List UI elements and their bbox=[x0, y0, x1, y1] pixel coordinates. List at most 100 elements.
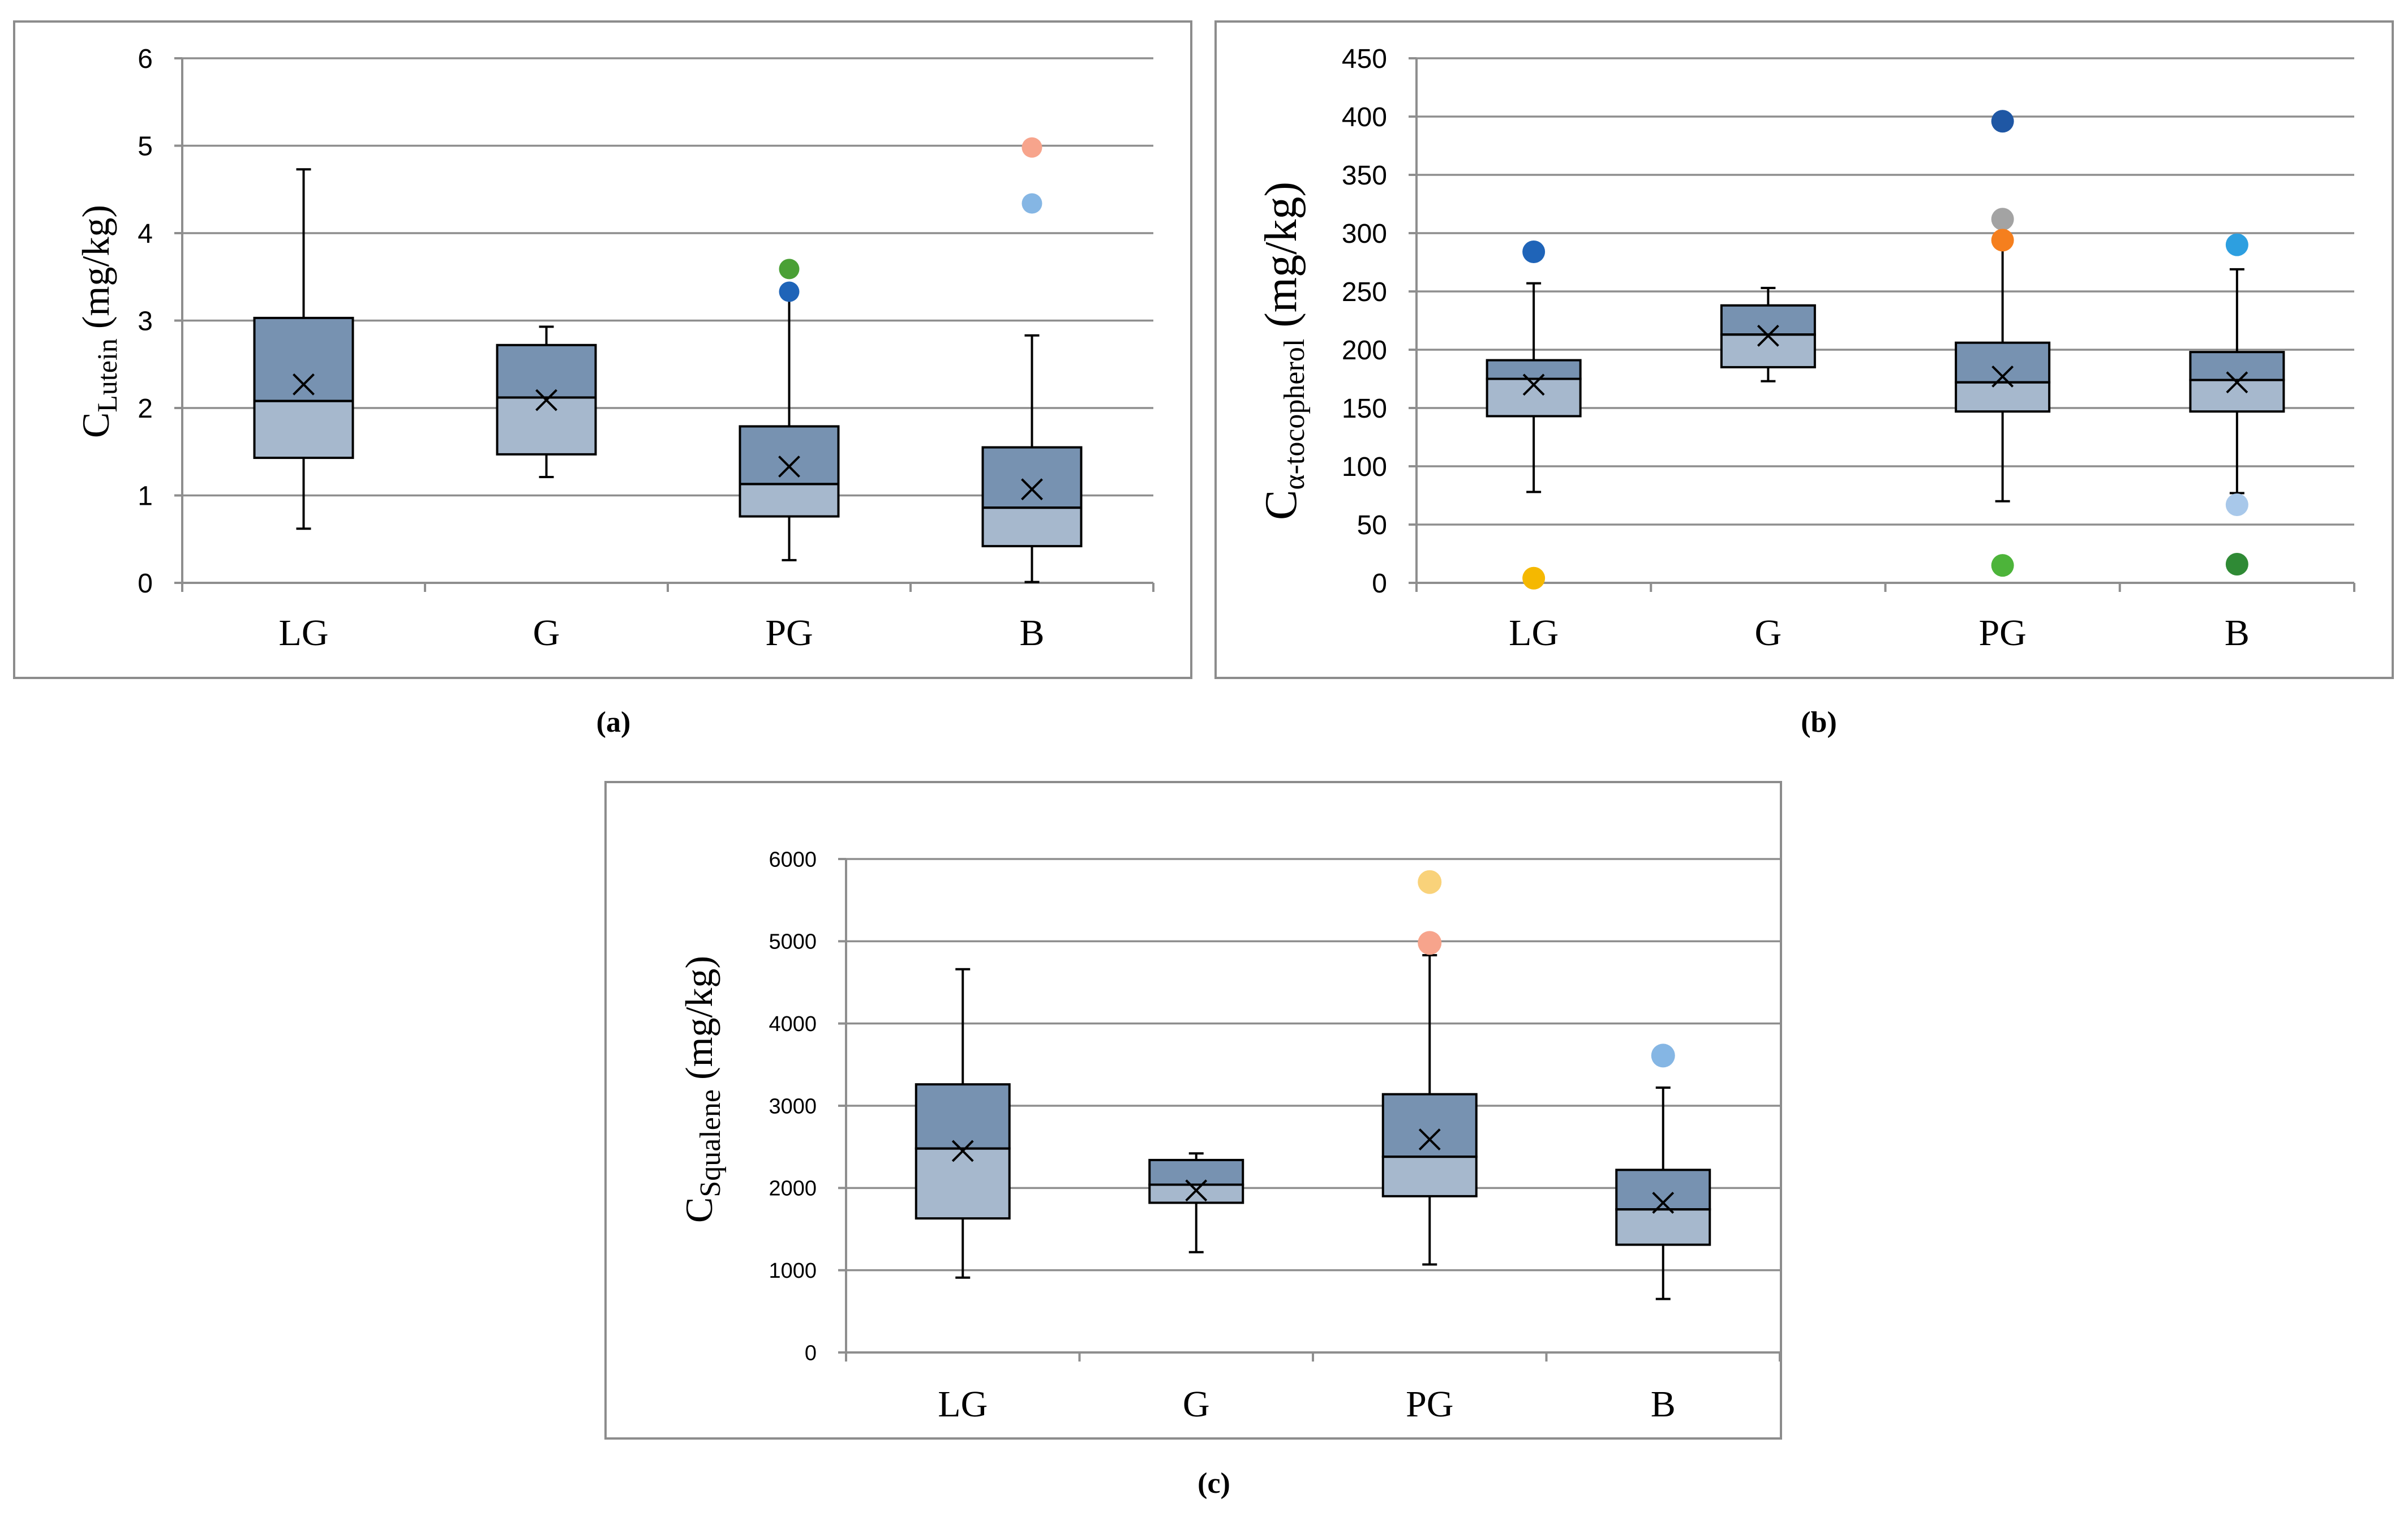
panel-c-boxes bbox=[915, 954, 1711, 1300]
panel-a-ylabel-main: C bbox=[74, 413, 117, 438]
panel-c-ylabel-unit: (mg/kg) bbox=[677, 956, 720, 1089]
panel-b-outlier-b bbox=[2225, 233, 2248, 256]
panel-c-y-axis-title: CSqualene (mg/kg) bbox=[677, 956, 727, 1223]
panel-a-y-tick-label: 2 bbox=[138, 394, 153, 424]
panel-a-frame bbox=[13, 20, 1192, 679]
panel-a: 0 1 2 3 4 5 6 LG G PG B CLutein (mg/kg) (a) bbox=[13, 20, 1192, 738]
panel-c-mean-marker-pg bbox=[1418, 1128, 1441, 1151]
panel-a-y-tick-label: 6 bbox=[138, 44, 153, 74]
panel-b-box-g bbox=[1720, 286, 1816, 383]
panel-c-outlier-pg bbox=[1418, 931, 1442, 955]
panel-c-caption: (c) bbox=[1197, 1467, 1230, 1500]
panel-b-outlier-pg bbox=[1991, 554, 2014, 577]
panel-c-lower-box-b bbox=[1615, 1208, 1711, 1246]
panel-b: 0 50 100 150 200 250 300 350 400 450 LG G PG B Cα-toc… bbox=[1214, 20, 2394, 738]
panel-b-y-tick-label: 50 bbox=[1357, 510, 1387, 540]
panel-b-mean-stroke bbox=[1522, 373, 1545, 396]
panel-b-outlier-lg bbox=[1522, 566, 1546, 590]
panel-c-lower-box-g bbox=[1148, 1183, 1244, 1204]
panel-c-box-lg bbox=[915, 968, 1011, 1279]
panel-b-boxes bbox=[1486, 241, 2285, 503]
panel-a-y-tick-label: 3 bbox=[138, 306, 153, 336]
panel-a-y-tick-label: 5 bbox=[138, 131, 153, 161]
panel-a-outliers bbox=[779, 137, 1042, 302]
panel-a-y-axis-title: CLutein (mg/kg) bbox=[74, 205, 123, 438]
panel-a-mean-marker-lg bbox=[293, 373, 315, 396]
panel-b-lower-box-pg bbox=[1955, 381, 2051, 413]
panel-b-box-pg bbox=[1955, 241, 2051, 503]
panel-c-upper-box-g bbox=[1148, 1158, 1244, 1186]
panel-c-x-category-label-g: G bbox=[1183, 1384, 1210, 1425]
panel-c-box-b bbox=[1615, 1086, 1711, 1300]
panel-b-upper-box-g bbox=[1720, 304, 1816, 336]
panel-b-outlier-pg bbox=[1991, 229, 2014, 252]
panel-a-mean-marker-b bbox=[1021, 478, 1043, 501]
panel-c-y-tick-label: 0 bbox=[805, 1341, 817, 1365]
panel-a-mean-stroke bbox=[293, 373, 315, 396]
panel-c-mean-stroke bbox=[1418, 1128, 1441, 1151]
panel-a-axes: 0 1 2 3 4 5 6 LG G PG B bbox=[138, 44, 1154, 654]
panel-a-y-tick-label: 1 bbox=[138, 481, 153, 511]
panel-a-outlier-pg bbox=[779, 259, 800, 280]
panel-a-box-g bbox=[496, 325, 597, 479]
panel-a-plot: 0 1 2 3 4 5 6 LG G PG B bbox=[138, 44, 1154, 654]
panel-a-upper-box-g bbox=[496, 343, 597, 399]
panel-b-outlier-b bbox=[2225, 553, 2248, 576]
panel-b-x-category-label-g: G bbox=[1755, 612, 1782, 654]
panel-c-lower-box-pg bbox=[1381, 1156, 1478, 1197]
panel-a-outlier-b bbox=[1021, 193, 1042, 214]
panel-b-upper-box-lg bbox=[1486, 359, 1582, 380]
panel-b-mean-marker-b bbox=[2226, 371, 2248, 394]
panel-c-plot: 0 1000 2000 3000 4000 5000 6000 LG G PG B bbox=[769, 848, 1781, 1425]
panel-b-x-category-label-pg: PG bbox=[1978, 612, 2026, 654]
panel-b-lower-box-g bbox=[1720, 333, 1816, 368]
panel-c-lower-box-lg bbox=[915, 1147, 1011, 1220]
panel-b-mean-stroke bbox=[1991, 365, 2014, 388]
panel-b-y-tick-label: 350 bbox=[1342, 161, 1387, 191]
panel-b-plot: 0 50 100 150 200 250 300 350 400 450 LG G PG B bbox=[1342, 44, 2355, 654]
panel-c-ylabel-sub: Squalene bbox=[694, 1089, 727, 1197]
panel-a-mean-stroke bbox=[535, 389, 557, 411]
panel-c-mean-marker-g bbox=[1185, 1179, 1208, 1202]
panel-c-outlier-pg bbox=[1418, 870, 1442, 894]
panel-a-x-category-label-pg: PG bbox=[765, 612, 813, 654]
panel-b-outlier-lg bbox=[1522, 240, 1546, 263]
panel-b-mean-marker-g bbox=[1757, 324, 1779, 347]
panel-b-axes: 0 50 100 150 200 250 300 350 400 450 LG G PG B bbox=[1342, 44, 2355, 654]
panel-a-lower-box-pg bbox=[739, 483, 840, 518]
panel-a-ylabel-unit: (mg/kg) bbox=[74, 205, 117, 338]
panel-b-x-category-label-lg: LG bbox=[1509, 612, 1559, 654]
panel-a-box-b bbox=[981, 334, 1083, 583]
panel-a-upper-box-lg bbox=[253, 316, 354, 402]
panel-a-lower-box-lg bbox=[253, 400, 354, 459]
panel-b-y-tick-label: 300 bbox=[1342, 219, 1387, 249]
panel-a-y-tick-label: 0 bbox=[138, 569, 153, 599]
panel-a-x-category-label-lg: LG bbox=[279, 612, 329, 654]
panel-c-frame bbox=[604, 781, 1782, 1440]
panel-b-y-tick-label: 0 bbox=[1372, 569, 1387, 599]
panel-b-ylabel-unit: (mg/kg) bbox=[1256, 182, 1306, 339]
panel-b-outlier-pg bbox=[1991, 110, 2014, 133]
panel-c-mean-marker-lg bbox=[951, 1140, 974, 1162]
panel-b-outliers bbox=[1522, 110, 2248, 590]
panel-c-ylabel-main: C bbox=[677, 1197, 720, 1223]
panel-a-box-pg bbox=[739, 290, 840, 561]
panel-b-outlier-b bbox=[2225, 493, 2248, 516]
panel-b-box-b bbox=[2189, 268, 2285, 495]
panel-b-y-axis-title: Cα-tocopherol (mg/kg) bbox=[1256, 182, 1311, 520]
panel-c-axes: 0 1000 2000 3000 4000 5000 6000 LG G PG B bbox=[769, 848, 1781, 1425]
panel-c-x-category-label-pg: PG bbox=[1406, 1384, 1453, 1425]
panel-b-y-tick-label: 400 bbox=[1342, 102, 1387, 132]
panel-a-mean-marker-pg bbox=[778, 456, 800, 478]
panel-b-ylabel-main: C bbox=[1256, 490, 1306, 520]
panel-a-box-lg bbox=[253, 168, 354, 530]
panel-a-upper-box-pg bbox=[739, 425, 840, 486]
panel-c-mean-marker-b bbox=[1652, 1192, 1675, 1214]
panel-b-mean-marker-pg bbox=[1991, 365, 2014, 388]
panel-c-mean-stroke bbox=[1185, 1179, 1208, 1202]
panel-a-y-tick-label: 4 bbox=[138, 219, 153, 249]
panel-c-y-tick-label: 5000 bbox=[769, 930, 817, 954]
panel-b-y-tick-label: 150 bbox=[1342, 394, 1387, 424]
panel-a-upper-box-b bbox=[981, 446, 1083, 509]
panel-a-ylabel-sub: Lutein bbox=[91, 338, 123, 413]
